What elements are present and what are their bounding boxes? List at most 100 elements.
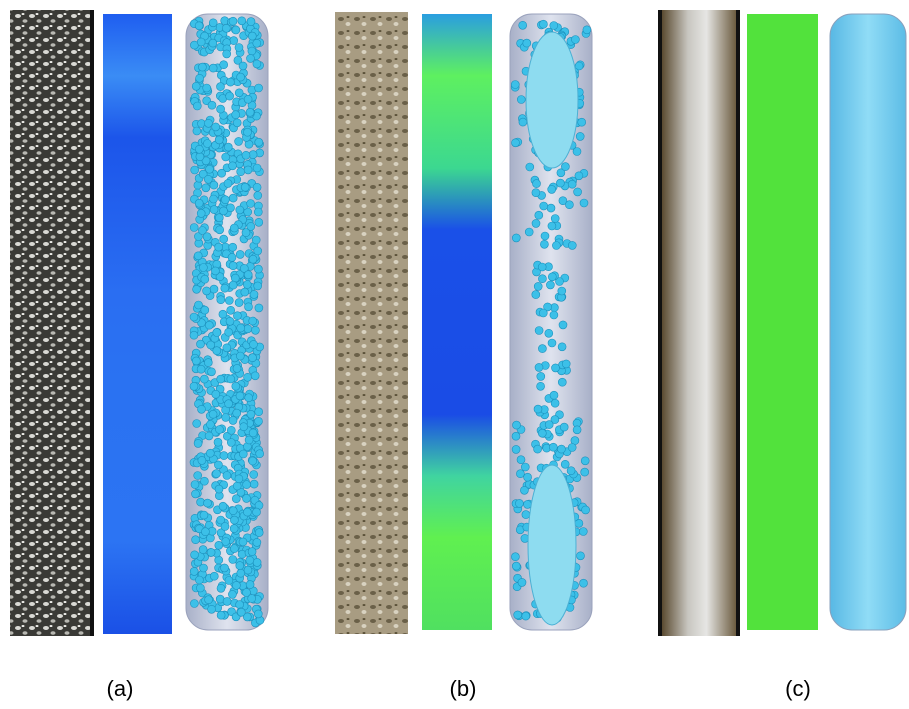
bubble xyxy=(244,95,252,103)
bubble xyxy=(535,211,543,219)
bubble xyxy=(548,273,556,281)
bubble xyxy=(249,429,257,437)
bubble xyxy=(229,556,237,564)
bubble xyxy=(207,548,215,556)
bubble xyxy=(193,420,201,428)
bubble xyxy=(533,180,541,188)
bubble xyxy=(248,47,256,55)
bubble xyxy=(217,584,225,592)
bubble xyxy=(517,96,525,104)
bubble xyxy=(512,234,520,242)
bubble xyxy=(230,525,238,533)
bubble xyxy=(244,271,252,279)
bubble xyxy=(577,552,585,560)
bubble xyxy=(229,194,237,202)
bubble xyxy=(200,375,208,383)
bubble xyxy=(217,375,225,383)
bubble xyxy=(193,102,201,110)
panel-label: (a) xyxy=(107,676,134,701)
bubble xyxy=(538,429,546,437)
bubble xyxy=(547,204,555,212)
bubble xyxy=(194,472,202,480)
bubble xyxy=(200,564,208,572)
bubble xyxy=(233,312,241,320)
bubble xyxy=(194,181,202,189)
bubble xyxy=(236,392,244,400)
bubble xyxy=(228,253,236,261)
bubble xyxy=(512,432,520,440)
bubble xyxy=(236,250,244,258)
bubble xyxy=(576,132,584,140)
bubble xyxy=(196,74,204,82)
bubble xyxy=(245,436,253,444)
bubble xyxy=(255,408,263,416)
bubble xyxy=(223,597,231,605)
bubble xyxy=(220,452,228,460)
bubble xyxy=(250,340,258,348)
bubble xyxy=(245,303,253,311)
bubble xyxy=(253,508,261,516)
bubble xyxy=(203,84,211,92)
bubble xyxy=(578,118,586,126)
bubble xyxy=(252,236,260,244)
bubble xyxy=(229,262,237,270)
bubble xyxy=(190,331,198,339)
bubble xyxy=(221,284,229,292)
bubble xyxy=(229,507,237,515)
bubble xyxy=(221,523,229,531)
bubble xyxy=(206,421,214,429)
bubble xyxy=(511,553,519,561)
bubble xyxy=(244,373,252,381)
bubble xyxy=(237,569,245,577)
bubble xyxy=(243,494,251,502)
bubble xyxy=(247,54,255,62)
bubble xyxy=(221,564,229,572)
bubble xyxy=(538,263,546,271)
bubble xyxy=(195,22,203,30)
bubble xyxy=(522,511,530,519)
bubble xyxy=(213,470,221,478)
bubble xyxy=(513,421,521,429)
bubble xyxy=(235,44,243,52)
bubble xyxy=(204,359,212,367)
bubble xyxy=(250,480,258,488)
bubble xyxy=(210,572,218,580)
bubble xyxy=(519,118,527,126)
bubble xyxy=(235,475,243,483)
bubble xyxy=(237,324,245,332)
bubble xyxy=(255,84,263,92)
bubble xyxy=(237,608,245,616)
bubble xyxy=(192,536,200,544)
bubble xyxy=(243,508,251,516)
bubble xyxy=(212,390,220,398)
bubble xyxy=(222,414,230,422)
bubble xyxy=(245,394,253,402)
bubble xyxy=(534,445,542,453)
bubble xyxy=(253,60,261,68)
bubble xyxy=(244,166,252,174)
bubble xyxy=(534,282,542,290)
bubble xyxy=(538,275,546,283)
bubble xyxy=(198,405,206,413)
photo-strip xyxy=(662,10,736,636)
bubble xyxy=(230,545,238,553)
taylor-bubble xyxy=(528,465,576,625)
bubble xyxy=(515,499,523,507)
bubble xyxy=(254,208,262,216)
bubble xyxy=(214,461,222,469)
bubble xyxy=(193,127,201,135)
bubble xyxy=(518,578,526,586)
bubble xyxy=(540,202,548,210)
bubble xyxy=(190,313,198,321)
bubble xyxy=(236,352,244,360)
bubble xyxy=(561,163,569,171)
bubble xyxy=(565,201,573,209)
bubble xyxy=(227,426,235,434)
bubble xyxy=(213,347,221,355)
bubble xyxy=(220,207,228,215)
bubble xyxy=(220,61,228,69)
bubble xyxy=(550,22,558,30)
bubble xyxy=(214,438,222,446)
bubble xyxy=(558,343,566,351)
bubble xyxy=(224,143,232,151)
